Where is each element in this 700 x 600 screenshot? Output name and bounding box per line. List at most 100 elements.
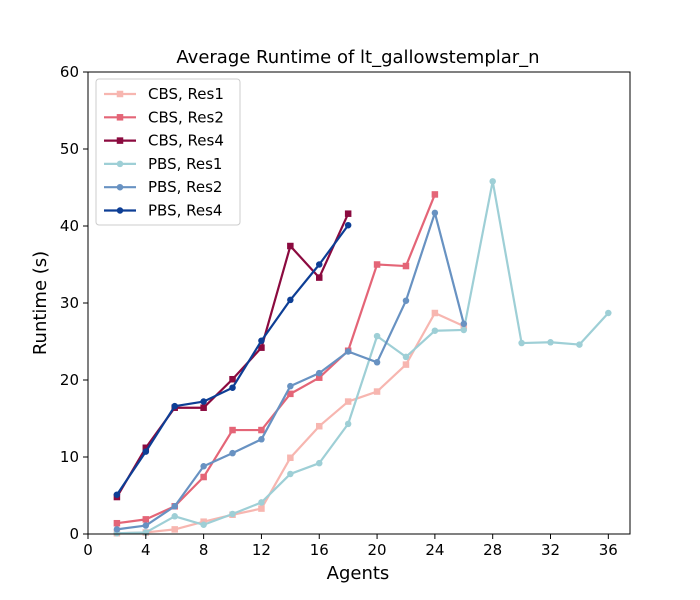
data-point	[402, 297, 410, 304]
data-point	[171, 503, 178, 510]
data-point	[287, 390, 294, 398]
y-tick-label: 50	[60, 140, 79, 158]
series-line	[116, 180, 610, 535]
data-point	[402, 353, 410, 361]
data-point	[344, 398, 352, 405]
data-point	[431, 327, 439, 334]
legend-swatch-marker	[116, 90, 124, 98]
data-point	[229, 426, 236, 434]
data-point	[316, 422, 323, 430]
data-point	[344, 221, 352, 229]
data-point	[373, 261, 381, 268]
y-tick-label: 30	[60, 294, 79, 312]
legend-swatch-marker	[116, 114, 124, 121]
x-tick-label: 4	[141, 541, 151, 559]
series-layer	[113, 178, 612, 537]
data-point	[605, 309, 612, 317]
data-point	[258, 505, 265, 512]
data-point	[200, 404, 207, 411]
data-point	[576, 341, 583, 348]
data-point	[316, 274, 323, 281]
data-point	[258, 337, 265, 344]
legend-label: PBS, Res2	[148, 178, 222, 196]
data-point	[200, 521, 207, 529]
data-point	[200, 473, 207, 481]
data-point	[229, 384, 236, 391]
legend-item: PBS, Res2	[104, 178, 222, 196]
data-point	[287, 382, 294, 390]
data-point	[344, 420, 352, 428]
data-point	[142, 516, 150, 523]
legend-swatch-marker	[116, 183, 124, 191]
data-point	[373, 359, 381, 366]
data-point	[258, 499, 265, 506]
data-point	[373, 332, 381, 340]
data-point	[489, 178, 496, 185]
data-point	[171, 402, 178, 410]
data-point	[142, 448, 150, 455]
x-tick-label: 32	[541, 541, 560, 559]
data-point	[316, 459, 323, 467]
legend-label: PBS, Res4	[148, 202, 222, 220]
data-point	[316, 261, 323, 268]
legend-item: CBS, Res2	[104, 108, 224, 126]
y-tick-label: 60	[60, 63, 79, 81]
data-point	[518, 339, 525, 347]
data-point	[287, 470, 294, 478]
data-point	[258, 344, 265, 351]
data-point	[200, 398, 207, 405]
data-point	[258, 436, 265, 443]
x-tick-label: 0	[83, 541, 93, 559]
legend-swatch-marker	[116, 137, 124, 144]
y-tick-label: 10	[60, 448, 79, 466]
data-point	[287, 242, 294, 250]
legend-swatch-marker	[116, 207, 124, 214]
legend-label: CBS, Res2	[148, 108, 224, 126]
data-point	[431, 309, 439, 317]
x-tick-label: 28	[483, 541, 502, 559]
data-point	[142, 522, 150, 529]
data-point	[113, 519, 121, 527]
legend-label: CBS, Res4	[148, 132, 224, 150]
legend-label: CBS, Res1	[148, 85, 224, 103]
data-point	[316, 369, 323, 377]
data-point	[460, 326, 468, 334]
y-tick-label: 40	[60, 217, 79, 235]
data-point	[344, 210, 352, 217]
data-point	[460, 320, 468, 328]
legend-box	[95, 78, 241, 226]
data-point	[344, 348, 352, 355]
data-point	[258, 426, 265, 434]
x-tick-label: 16	[310, 541, 329, 559]
legend-label: PBS, Res1	[148, 155, 222, 173]
data-point	[142, 444, 150, 452]
series-6	[113, 221, 352, 498]
data-point	[373, 388, 381, 395]
legend-item: PBS, Res4	[104, 202, 222, 220]
data-point	[171, 526, 178, 533]
data-point	[547, 339, 554, 346]
data-point	[171, 513, 178, 520]
data-point	[402, 262, 410, 270]
data-point	[200, 462, 207, 470]
legend-item: CBS, Res1	[104, 85, 224, 103]
y-tick-label: 0	[69, 525, 79, 543]
data-point	[229, 375, 236, 383]
x-tick-label: 20	[368, 541, 387, 559]
data-point	[113, 526, 121, 533]
y-tick-label: 20	[60, 371, 79, 389]
data-point	[113, 491, 121, 498]
series-5	[113, 209, 468, 533]
chart-title: Average Runtime of lt_gallowstemplar_n	[176, 47, 539, 68]
data-point	[229, 510, 236, 518]
x-axis-label: Agents	[327, 563, 390, 584]
legend-swatch-marker	[116, 160, 124, 168]
data-point	[431, 191, 439, 198]
legend: CBS, Res1 CBS, Res2 CBS, Res4 PBS, Res1 PBS,…	[95, 78, 241, 226]
data-point	[287, 296, 294, 304]
y-axis-label: Runtime (s)	[30, 251, 51, 355]
x-tick-label: 36	[599, 541, 618, 559]
data-point	[431, 209, 439, 217]
data-point	[402, 361, 410, 368]
